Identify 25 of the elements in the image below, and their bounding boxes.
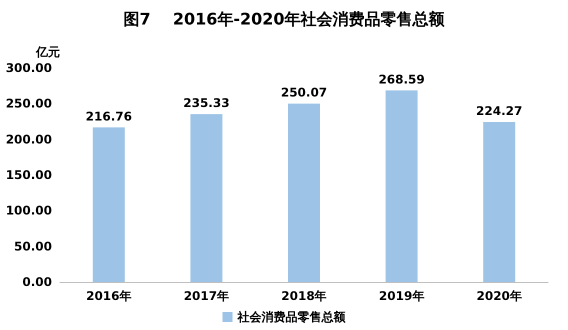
y-tick-label: 50.00 [14, 239, 52, 254]
data-label: 216.76 [86, 109, 132, 124]
data-label: 250.07 [280, 86, 328, 100]
bar [190, 114, 222, 282]
data-label: 235.33 [183, 96, 230, 110]
x-tick-label: 2018年 [281, 289, 327, 303]
y-tick-label: 300.00 [6, 61, 52, 75]
bar [386, 90, 418, 282]
data-label: 268.59 [378, 72, 425, 86]
y-tick-label: 100.00 [6, 204, 52, 218]
bar [92, 127, 125, 282]
y-tick-label: 200.00 [6, 132, 52, 146]
y-tick-label: 150.00 [6, 168, 52, 182]
x-tick-label: 2020年 [476, 289, 522, 303]
x-tick-label: 2016年 [86, 289, 132, 303]
bar [288, 104, 320, 282]
x-tick-label: 2017年 [184, 289, 230, 303]
legend-label: 社会消费品零售总额 [236, 310, 346, 324]
data-label: 224.27 [476, 104, 522, 118]
x-tick-label: 2019年 [378, 289, 424, 303]
y-axis-title: 亿元 [35, 45, 60, 59]
bar [483, 122, 516, 282]
y-tick-label: 0.00 [22, 275, 52, 289]
chart-title: 图7 2016年-2020年社会消费品零售总额 [123, 10, 446, 28]
y-tick-label: 250.00 [6, 96, 52, 111]
